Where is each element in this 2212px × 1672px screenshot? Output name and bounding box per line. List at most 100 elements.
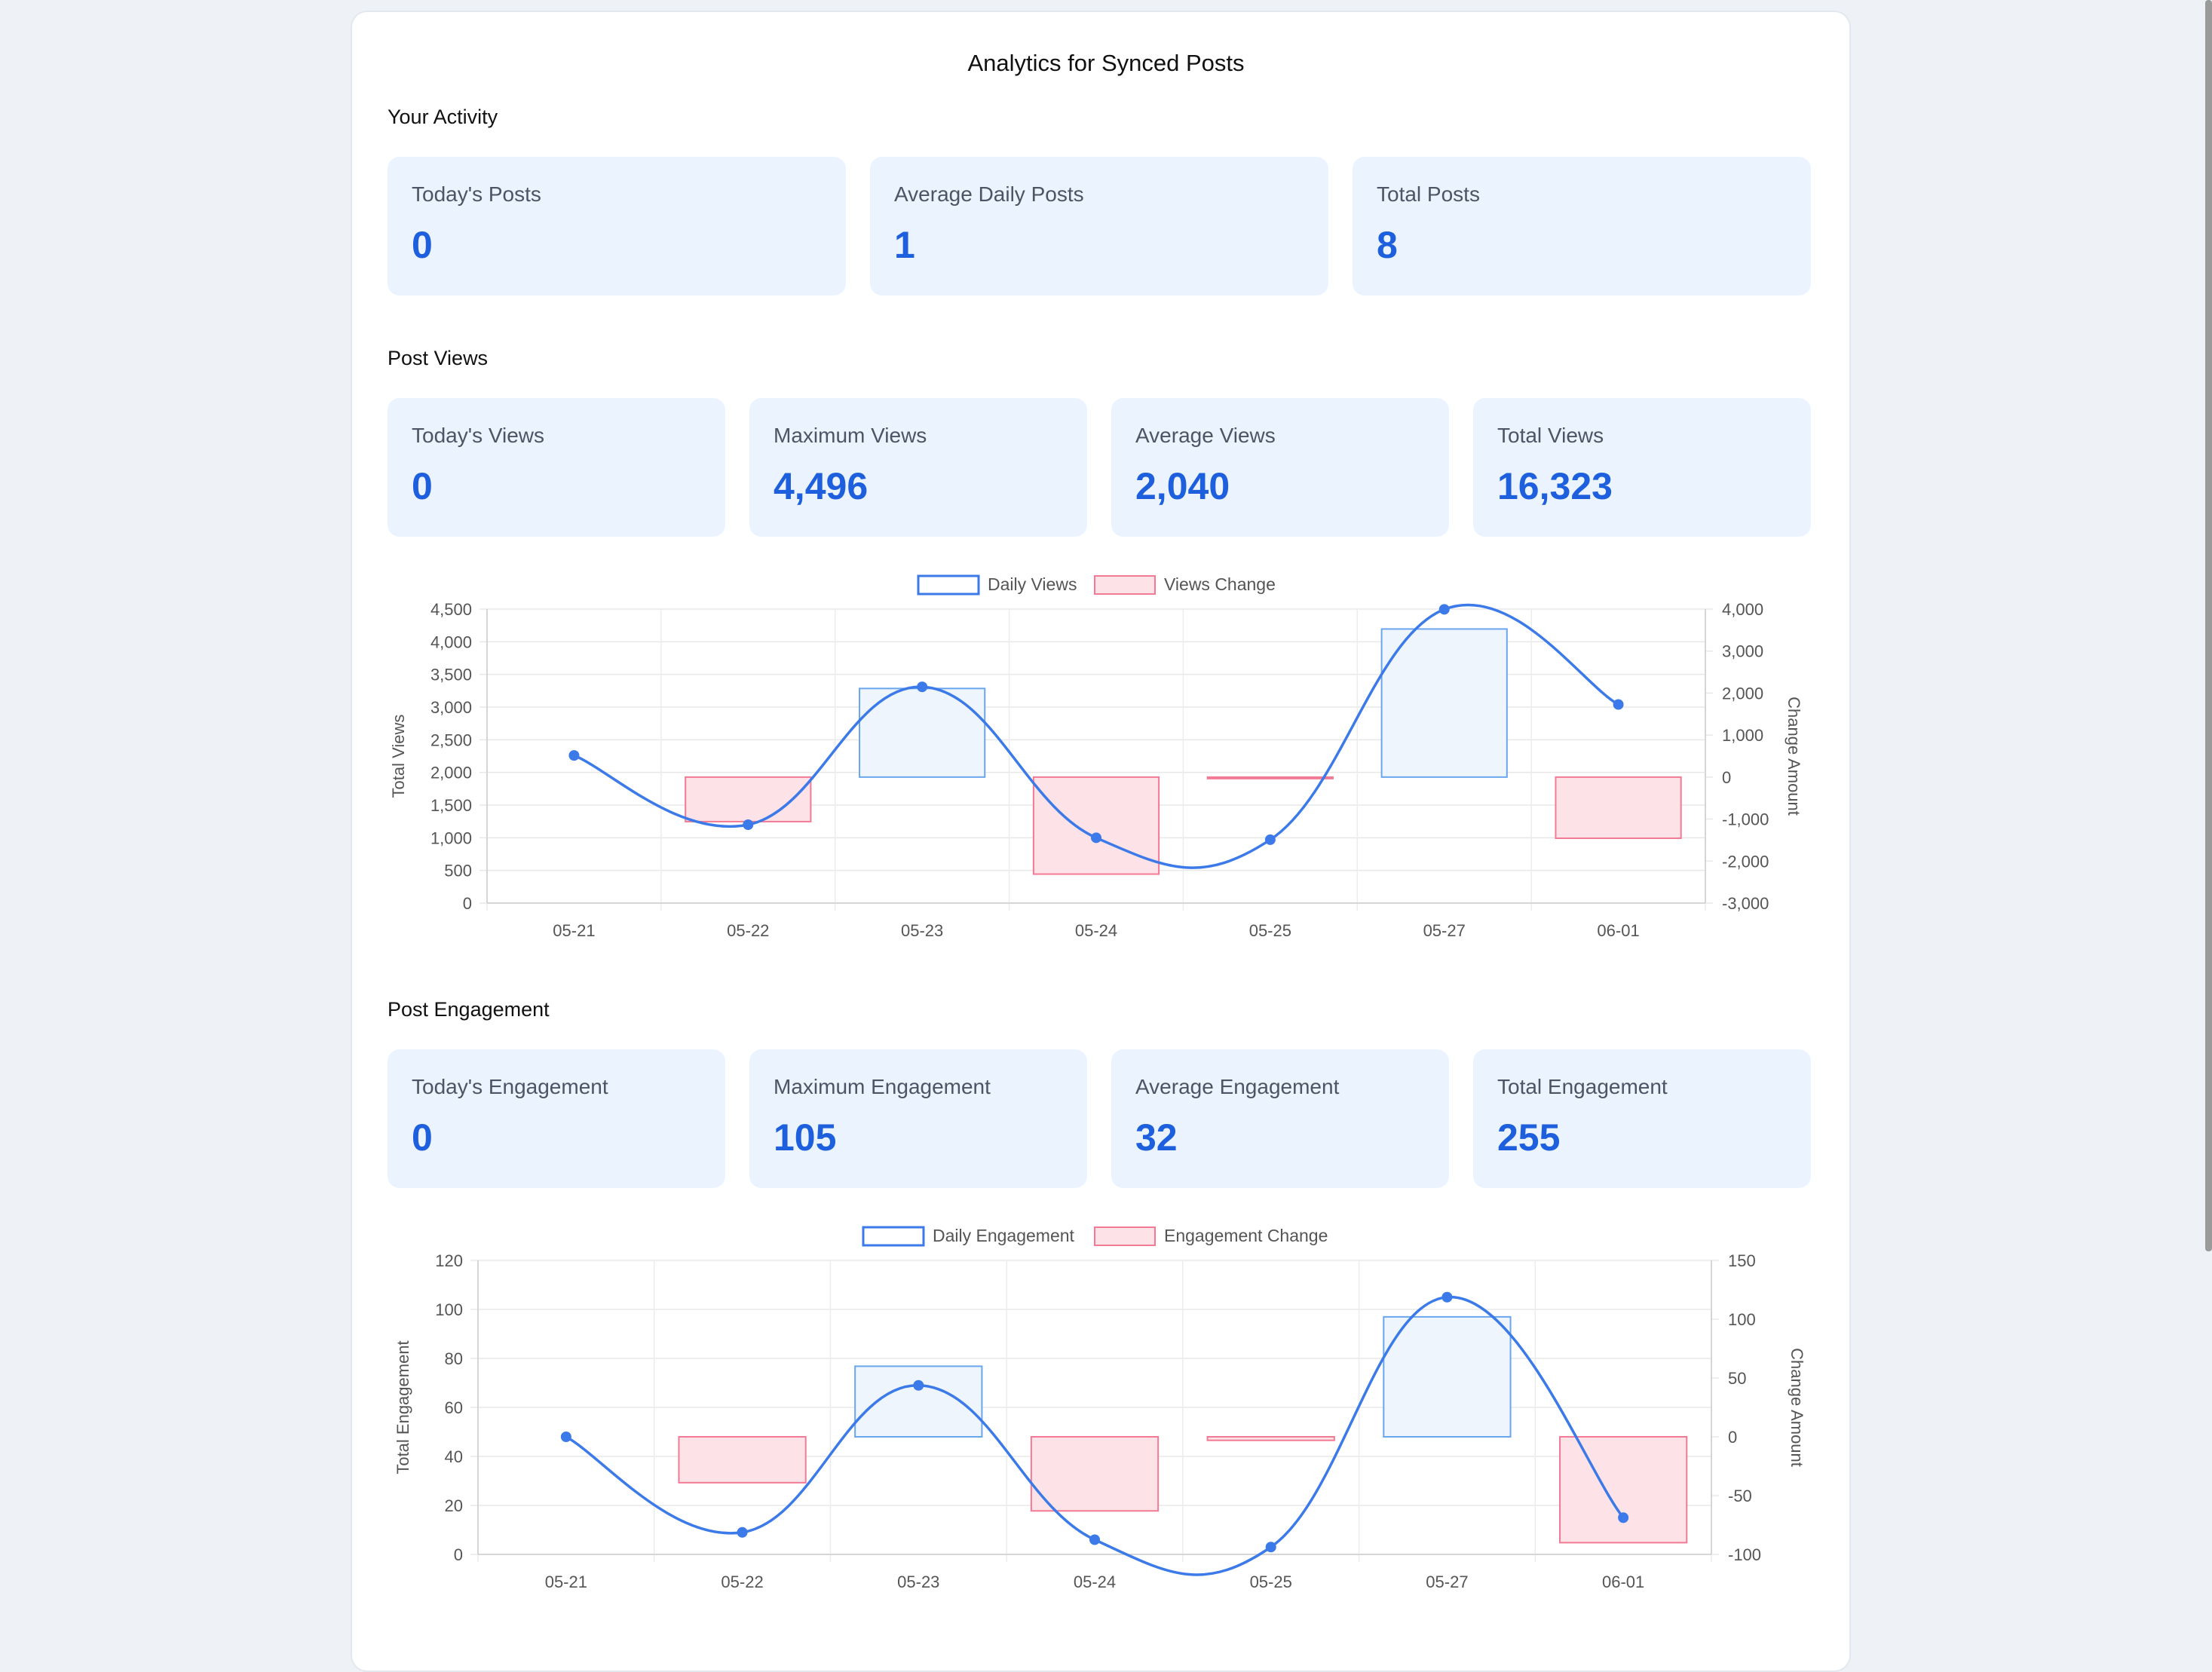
change-bar — [1383, 1315, 1512, 1438]
y-tick-label: 40 — [445, 1447, 463, 1466]
stat-card-maximum-views: Maximum Views 4,496 — [749, 398, 1087, 537]
y2-tick-label: -100 — [1728, 1545, 1761, 1564]
x-tick-label: 05-24 — [1074, 1572, 1116, 1591]
change-bar — [1032, 776, 1160, 875]
y-tick-label: 120 — [435, 1251, 463, 1270]
change-bar — [1555, 776, 1682, 839]
stat-card-total-posts: Total Posts 8 — [1353, 157, 1811, 296]
y2-axis-title: Change Amount — [1785, 697, 1803, 816]
stat-label: Total Engagement — [1497, 1075, 1668, 1098]
y-tick-label: 60 — [445, 1398, 463, 1417]
stat-card-average-engagement: Average Engagement 32 — [1111, 1049, 1449, 1188]
y2-tick-label: 2,000 — [1722, 684, 1763, 703]
x-tick-label: 05-25 — [1250, 1572, 1292, 1591]
stat-label: Total Posts — [1377, 182, 1480, 206]
y-tick-label: 0 — [454, 1545, 463, 1564]
stat-label: Average Engagement — [1135, 1075, 1340, 1098]
legend-swatch-bar — [1094, 1226, 1156, 1246]
stat-value: 1 — [894, 224, 915, 266]
stat-card-todays-engagement: Today's Engagement 0 — [388, 1049, 725, 1188]
x-tick-label: 05-23 — [897, 1572, 939, 1591]
section-title-engagement: Post Engagement — [388, 998, 550, 1021]
stat-value: 32 — [1135, 1116, 1178, 1159]
data-point — [568, 750, 580, 761]
stat-value: 105 — [774, 1116, 837, 1159]
stat-label: Average Daily Posts — [894, 182, 1084, 206]
stat-value: 255 — [1497, 1116, 1561, 1159]
data-point — [1441, 1291, 1453, 1303]
x-tick-label: 06-01 — [1597, 921, 1639, 940]
y2-tick-label: 3,000 — [1722, 642, 1763, 661]
x-tick-label: 05-23 — [901, 921, 943, 940]
change-bar — [1559, 1436, 1688, 1544]
legend-swatch-bar — [1094, 575, 1156, 595]
data-point — [913, 1380, 924, 1391]
y2-tick-label: -50 — [1728, 1487, 1752, 1505]
stat-value: 8 — [1377, 224, 1398, 266]
y2-tick-label: 1,000 — [1722, 726, 1763, 745]
data-point — [743, 819, 754, 830]
y-axis-title: Total Views — [389, 715, 408, 798]
data-point — [560, 1432, 571, 1442]
stat-card-maximum-engagement: Maximum Engagement 105 — [749, 1049, 1087, 1188]
legend-label: Engagement Change — [1164, 1226, 1328, 1245]
y-tick-label: 1,000 — [430, 828, 472, 847]
y-tick-label: 80 — [445, 1349, 463, 1368]
y-tick-label: 2,000 — [430, 764, 472, 782]
y2-tick-label: -3,000 — [1722, 894, 1769, 913]
views-chart: Daily Views Views Change 4,500 4,000 3,500 3,… — [389, 574, 1803, 940]
stat-card-todays-posts: Today's Posts 0 — [388, 157, 846, 296]
data-point — [1091, 832, 1101, 844]
y2-tick-label: 0 — [1722, 768, 1731, 787]
stat-label: Maximum Views — [774, 424, 927, 447]
data-point — [1089, 1534, 1100, 1545]
legend-label: Views Change — [1164, 574, 1276, 594]
x-tick-label: 05-27 — [1426, 1572, 1468, 1591]
x-tick-label: 06-01 — [1602, 1572, 1644, 1591]
x-tick-label: 05-22 — [721, 1572, 763, 1591]
stat-label: Total Views — [1497, 424, 1604, 447]
stat-value: 16,323 — [1497, 465, 1613, 507]
stat-value: 0 — [412, 224, 433, 266]
x-tick-label: 05-27 — [1423, 921, 1466, 940]
section-title-activity: Your Activity — [388, 106, 498, 128]
stat-card-total-views: Total Views 16,323 — [1473, 398, 1811, 537]
change-bar — [1380, 628, 1508, 778]
y-tick-label: 1,500 — [430, 796, 472, 815]
change-bar — [1206, 1436, 1335, 1441]
stat-card-todays-views: Today's Views 0 — [388, 398, 725, 537]
page-scrollbar[interactable] — [2205, 0, 2212, 1251]
y-tick-label: 4,500 — [430, 600, 472, 619]
y-tick-label: 3,500 — [430, 666, 472, 684]
y2-axis-title: Change Amount — [1788, 1348, 1806, 1467]
y2-tick-label: 0 — [1728, 1428, 1737, 1447]
stat-value: 0 — [412, 465, 433, 507]
stat-card-total-engagement: Total Engagement 255 — [1473, 1049, 1811, 1188]
stat-value: 0 — [412, 1116, 433, 1159]
y-tick-label: 500 — [444, 862, 472, 880]
stat-card-average-daily-posts: Average Daily Posts 1 — [870, 157, 1328, 296]
data-point — [1613, 699, 1624, 710]
stat-value: 2,040 — [1135, 465, 1230, 507]
stat-label: Today's Views — [412, 424, 545, 447]
x-tick-label: 05-21 — [553, 921, 595, 940]
x-tick-label: 05-24 — [1075, 921, 1117, 940]
y2-tick-label: 100 — [1728, 1310, 1756, 1329]
data-point — [1264, 834, 1276, 845]
y2-tick-label: -1,000 — [1722, 810, 1769, 829]
data-point — [917, 681, 928, 693]
y2-tick-label: 4,000 — [1722, 600, 1763, 619]
data-point — [1265, 1542, 1276, 1553]
stat-label: Today's Posts — [412, 182, 541, 206]
y-tick-label: 4,000 — [430, 632, 472, 651]
data-point — [1438, 604, 1450, 615]
data-point — [737, 1527, 748, 1538]
x-tick-label: 05-22 — [727, 921, 769, 940]
engagement-chart: Daily Engagement Engagement Change 120 100 8… — [394, 1226, 1806, 1591]
change-bar — [678, 1436, 807, 1484]
stat-label: Today's Engagement — [412, 1075, 608, 1098]
y-axis-title: Total Engagement — [394, 1340, 412, 1474]
section-title-views: Post Views — [388, 347, 489, 369]
y2-tick-label: 150 — [1728, 1251, 1756, 1270]
data-point — [1618, 1512, 1629, 1523]
